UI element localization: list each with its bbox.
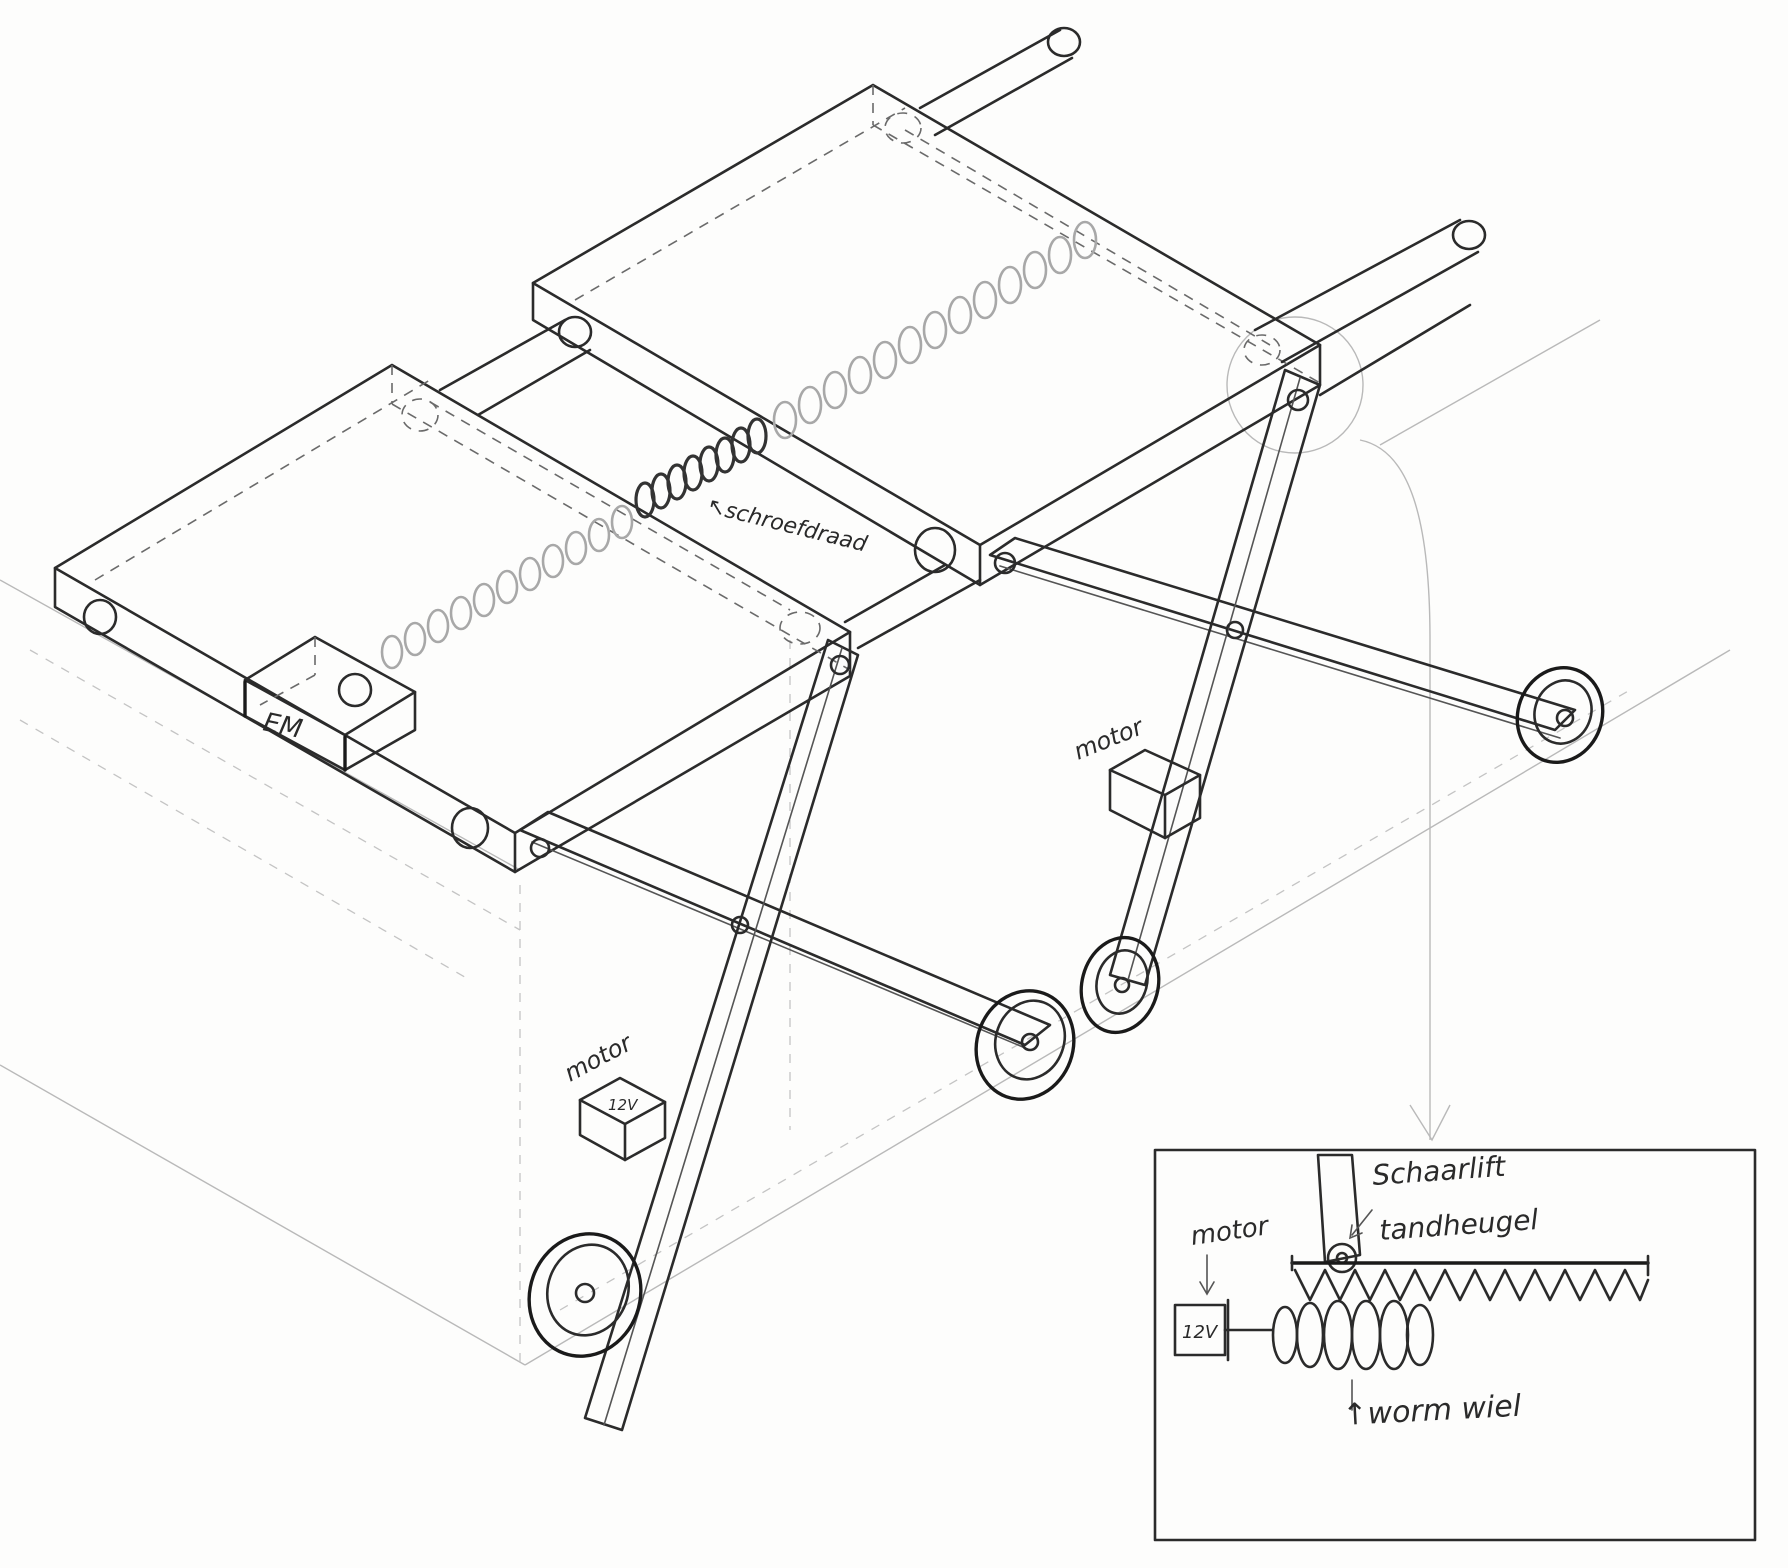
threaded-rod: ↖schroefdraad (380, 220, 1098, 670)
front-scissor-legs (518, 638, 1076, 1432)
front-plate (53, 363, 852, 874)
motor-left: 12V motor (560, 1028, 667, 1162)
detail-worm-label: ↑worm wiel (1342, 1389, 1523, 1433)
screw-thread-label: ↖schroefdraad (705, 494, 871, 558)
detail-motor-label: motor (1189, 1211, 1273, 1252)
motor-right-label: motor (1070, 712, 1149, 766)
detail-voltage-label: 12V (1182, 1322, 1219, 1343)
back-scissor-legs (988, 368, 1605, 1035)
motor-left-voltage: 12V (608, 1096, 639, 1114)
em-block: EM (243, 635, 417, 772)
detail-scissor-lift-label: Schaarlift (1371, 1150, 1507, 1192)
motor-left-label: motor (560, 1028, 639, 1088)
em-label: EM (261, 708, 305, 745)
detail-handle-label: tandheugel (1378, 1203, 1539, 1247)
connecting-rods (438, 26, 1487, 650)
detail-inset: 12V motor Schaarlift tandheugel ↑worm wi… (1153, 1148, 1757, 1542)
